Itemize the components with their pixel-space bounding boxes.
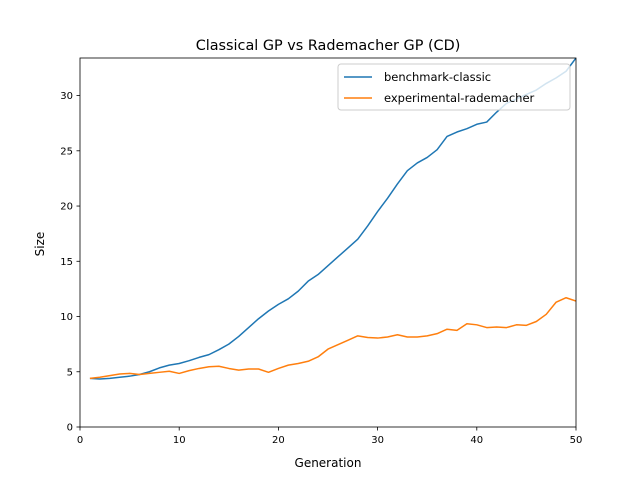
y-tick-label: 20 [60, 202, 73, 213]
y-tick-label: 25 [60, 146, 73, 157]
legend-label: benchmark-classic [384, 70, 491, 84]
x-tick-label: 0 [77, 435, 83, 446]
y-tick-label: 30 [60, 91, 73, 102]
axes-frame [79, 57, 577, 428]
x-tick-label: 30 [371, 435, 384, 446]
x-tick-label: 40 [470, 435, 483, 446]
series-line-experimental-rademacher [89, 296, 576, 380]
y-tick-label: 15 [60, 257, 73, 268]
chart-title: Classical GP vs Rademacher GP (CD) [196, 38, 461, 54]
legend: benchmark-classic experimental-rademacher [337, 63, 571, 111]
legend-box [337, 63, 571, 111]
plot-area: 0 10 20 30 40 50 0 5 10 15 20 25 30 [60, 57, 583, 446]
series-line-benchmark-classic [89, 58, 576, 380]
y-tick-label: 5 [67, 367, 73, 378]
legend-label: experimental-rademacher [384, 91, 535, 105]
x-tick-label: 50 [570, 435, 583, 446]
x-axis-label: Generation [295, 456, 362, 470]
y-tick-label: 0 [67, 423, 73, 434]
x-tick-label: 10 [173, 435, 186, 446]
x-tick-label: 20 [272, 435, 285, 446]
y-axis-label: Size [33, 232, 47, 257]
y-tick-label: 10 [60, 312, 73, 323]
